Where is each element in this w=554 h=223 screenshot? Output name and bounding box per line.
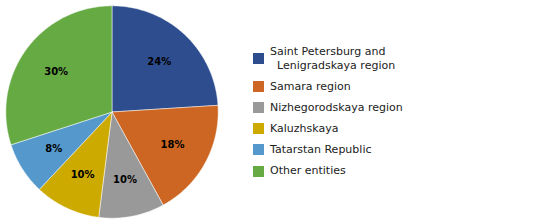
html-text:Other entities: Other entities	[270, 164, 346, 178]
html-text:Tatarstan Republic: Tatarstan Republic	[270, 143, 372, 157]
html-text:Kaluzhskaya: Kaluzhskaya	[270, 122, 339, 136]
svg-text:10%: 10%	[113, 174, 137, 185]
svg-text:30%: 30%	[44, 66, 68, 77]
svg-text:24%: 24%	[147, 56, 171, 67]
svg-text:8%: 8%	[45, 143, 62, 154]
html-text:Saint Petersburg and Lenigrads: Saint Petersburg and Lenigradskaya regio…	[270, 45, 396, 72]
html-text:Samara region: Samara region	[270, 79, 351, 93]
svg-text:18%: 18%	[161, 139, 185, 150]
svg-text:10%: 10%	[71, 169, 95, 180]
html-text:Nizhegorodskaya region: Nizhegorodskaya region	[270, 100, 403, 114]
